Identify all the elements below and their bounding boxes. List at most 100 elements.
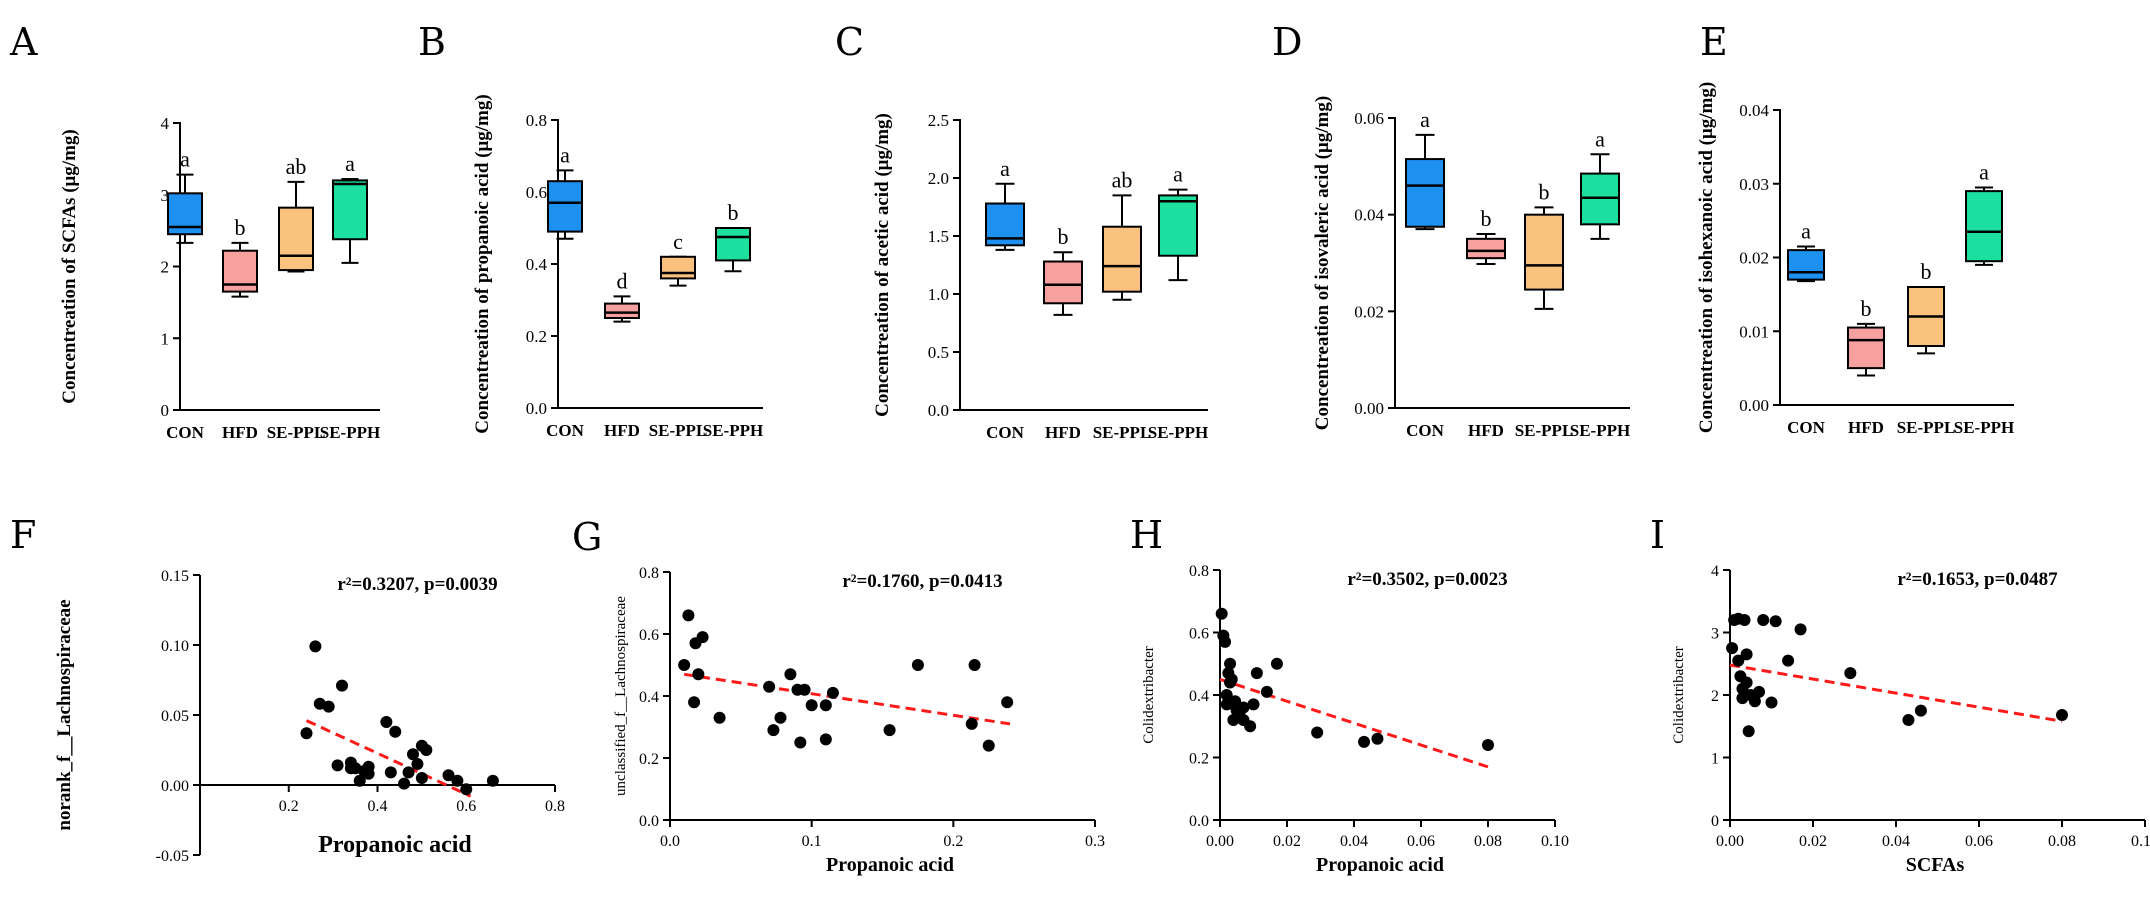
y-tick-label-i: 2 xyxy=(1711,688,1719,705)
panel-g: G 0.0 0.2 0.4 0.6 0.8 0.0 0.1 0.2 0.3 unclassified… xyxy=(572,515,1105,876)
data-point-i xyxy=(1753,685,1766,698)
x-tick-label-g: 0.2 xyxy=(943,833,963,850)
category-label-a: CON xyxy=(166,423,205,442)
data-point-i xyxy=(1740,676,1753,689)
data-point-i xyxy=(2056,709,2068,721)
significance-letter-c: ab xyxy=(1112,167,1133,192)
trend-line-g xyxy=(683,672,1011,726)
data-point-i xyxy=(1732,654,1745,667)
significance-letter-a: ab xyxy=(286,154,307,179)
x-tick-label-h: 0.00 xyxy=(1206,833,1234,850)
data-point-h xyxy=(1244,720,1257,733)
x-axis-title-f: Propanoic acid xyxy=(318,832,472,858)
y-tick-label-f: -0.05 xyxy=(156,848,189,865)
y-tick-label-c: 0.0 xyxy=(928,401,949,420)
x-tick-label-f: 0.2 xyxy=(279,798,299,815)
stat-annotation-h: r²=0.3502, p=0.0023 xyxy=(1347,569,1507,590)
data-point-g xyxy=(883,724,896,737)
category-label-b: HFD xyxy=(604,421,640,440)
panel-letter-f: F xyxy=(10,513,36,557)
data-point-g xyxy=(794,736,807,749)
data-point-f xyxy=(353,774,366,787)
stat-annotation-f: r²=0.3207, p=0.0039 xyxy=(337,574,497,595)
panel-a: A 0 1 2 3 4 Concentreation of SCFAs (μg/mg) CON… xyxy=(9,20,380,442)
data-point-g xyxy=(763,680,776,693)
data-point-h xyxy=(1229,695,1242,708)
category-label-b: CON xyxy=(546,421,585,440)
category-label-e: CON xyxy=(1787,418,1826,437)
y-tick-label-f: 0.15 xyxy=(161,568,189,585)
panel-letter-g: G xyxy=(572,515,602,559)
data-point-g xyxy=(819,733,832,746)
y-tick-label-g: 0.8 xyxy=(639,565,659,582)
significance-letter-c: a xyxy=(1173,162,1183,187)
stat-annotation-g: r²=0.1760, p=0.0413 xyxy=(842,571,1002,592)
data-point-g xyxy=(911,659,924,671)
data-point-h xyxy=(1215,607,1228,620)
y-tick-label-g: 0.4 xyxy=(639,689,659,706)
data-point-g xyxy=(713,711,726,724)
category-label-c: HFD xyxy=(1045,423,1081,442)
category-label-c: SE-PPH xyxy=(1148,423,1208,442)
y-tick-label-a: 2 xyxy=(161,258,170,277)
y-tick-label-f: 0.10 xyxy=(161,638,189,655)
y-tick-label-i: 3 xyxy=(1711,626,1719,643)
y-tick-label-i: 1 xyxy=(1711,751,1719,768)
data-point-h xyxy=(1237,701,1250,714)
data-point-h xyxy=(1225,673,1238,686)
category-label-a: HFD xyxy=(222,423,258,442)
y-tick-label-d: 0.00 xyxy=(1354,399,1384,418)
data-point-h xyxy=(1247,698,1260,711)
box-hfd-b xyxy=(604,302,640,320)
y-tick-label-b: 0.8 xyxy=(526,111,547,130)
data-point-g xyxy=(692,668,705,681)
data-point-g xyxy=(767,724,780,737)
data-point-f xyxy=(300,727,313,740)
significance-letter-a: a xyxy=(345,151,355,176)
category-label-c: SE-PPL xyxy=(1093,423,1152,442)
data-point-h xyxy=(1220,689,1233,701)
y-tick-label-a: 3 xyxy=(161,186,170,205)
x-tick-label-h: 0.02 xyxy=(1273,833,1301,850)
y-tick-label-a: 1 xyxy=(161,329,170,348)
data-point-i xyxy=(1914,704,1927,717)
y-axis-title-a: Concentreation of SCFAs (μg/mg) xyxy=(59,129,80,403)
panel-c: C 0.0 0.5 1.0 1.5 2.0 2.5 Concentreation of ace… xyxy=(835,20,1208,442)
box-se-ppl-a xyxy=(278,206,314,272)
panel-b: B 0.0 0.2 0.4 0.6 0.8 Concentreation of propan… xyxy=(418,20,763,440)
data-point-g xyxy=(819,699,832,712)
data-point-f xyxy=(415,772,428,784)
data-point-f xyxy=(460,783,473,796)
y-tick-label-h: 0.0 xyxy=(1189,813,1209,830)
significance-letter-b: c xyxy=(673,229,683,254)
trend-line-f xyxy=(305,719,472,798)
y-tick-label-b: 0.6 xyxy=(526,183,547,202)
data-point-f xyxy=(402,766,415,779)
panel-i: I 0 1 2 3 4 0.00 0.02 0.04 0.06 0.08 0.10 Colidextri… xyxy=(1650,513,2150,876)
data-point-f xyxy=(322,700,335,713)
data-point-h xyxy=(1260,685,1273,698)
y-tick-label-b: 0.2 xyxy=(526,327,547,346)
y-tick-label-d: 0.06 xyxy=(1354,109,1384,128)
y-tick-label-c: 1.0 xyxy=(928,285,949,304)
data-point-h xyxy=(1482,739,1494,751)
significance-letter-b: d xyxy=(617,268,628,293)
panel-letter-i: I xyxy=(1650,513,1665,557)
y-axis-title-i: Colidextribacter xyxy=(1671,646,1687,743)
box-se-ppl-d xyxy=(1524,213,1564,291)
box-hfd-e xyxy=(1847,326,1885,370)
x-tick-label-g: 0.1 xyxy=(802,833,822,850)
y-tick-label-d: 0.02 xyxy=(1354,302,1384,321)
y-tick-label-g: 0.2 xyxy=(639,751,659,768)
data-point-i xyxy=(1740,648,1753,661)
data-point-h xyxy=(1219,635,1232,648)
data-point-g xyxy=(968,659,981,671)
category-label-d: SE-PPL xyxy=(1515,421,1574,440)
data-point-f xyxy=(362,767,375,780)
data-point-i xyxy=(1738,614,1751,626)
significance-letter-e: a xyxy=(1979,159,1989,184)
significance-letter-a: b xyxy=(235,215,246,240)
panel-letter-e: E xyxy=(1700,20,1728,64)
box-con-d xyxy=(1405,158,1445,228)
